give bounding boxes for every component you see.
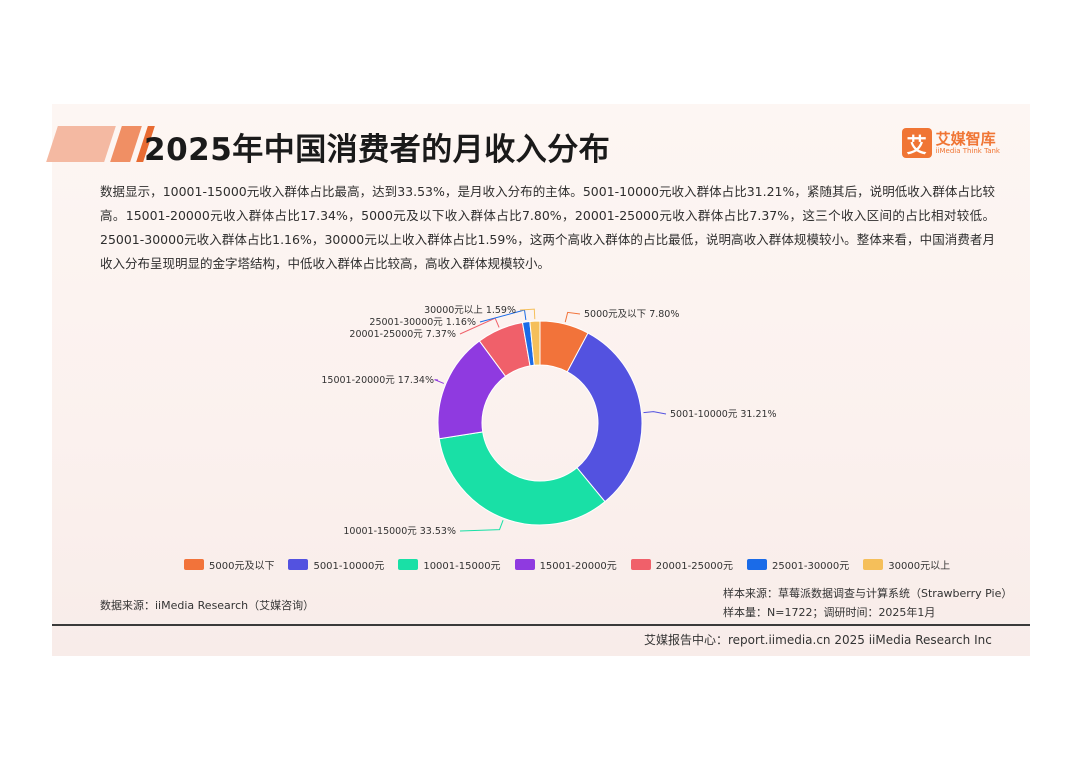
legend-swatch xyxy=(630,559,651,570)
footer-divider xyxy=(52,624,1030,626)
legend-item: 20001-25000元 xyxy=(630,557,734,572)
legend-swatch xyxy=(184,559,204,570)
data-label: 5001-10000元 31.21% xyxy=(670,409,777,420)
label-leader-line xyxy=(434,379,445,384)
legend-item: 25001-30000元 xyxy=(747,557,849,572)
legend-item: 30000元以上 xyxy=(863,557,950,572)
legend-label: 5001-10000元 xyxy=(313,561,385,572)
logo-subtitle: iiMedia Think Tank xyxy=(935,146,1000,155)
legend-label: 30000元以上 xyxy=(888,561,951,572)
donut-slice xyxy=(566,332,643,503)
legend-label: 15001-20000元 xyxy=(539,561,617,572)
label-leader-line xyxy=(564,311,581,323)
data-label: 20001-25000元 7.37% xyxy=(349,329,456,340)
logo-name: 艾媒智库 xyxy=(935,129,996,148)
donut-slice xyxy=(529,320,541,366)
logo-icon: 艾 xyxy=(901,128,932,158)
legend-item: 5001-10000元 xyxy=(288,557,384,572)
logo-text: 艾媒智库 iiMedia Think Tank xyxy=(936,131,1000,156)
data-label: 5000元及以下 7.80% xyxy=(584,309,679,320)
sample-info: 样本来源：草莓派数据调查与计算系统（Strawberry Pie） 样本量：N=… xyxy=(723,584,1012,622)
report-slide: 2025年中国消费者的月收入分布 艾 艾媒智库 iiMedia Think Ta… xyxy=(46,104,1030,656)
brand-logo: 艾 艾媒智库 iiMedia Think Tank xyxy=(901,128,1000,158)
data-label: 30000元以上 1.59% xyxy=(424,305,516,316)
label-leader-line xyxy=(519,308,536,320)
legend-swatch xyxy=(863,559,884,570)
chart-legend: 5000元及以下 5001-10000元 10001-15000元 15001-200… xyxy=(184,557,950,572)
legend-swatch xyxy=(747,559,768,570)
footer-text: 艾媒报告中心：report.iimedia.cn 2025 iiMedia Re… xyxy=(644,633,992,647)
legend-label: 25001-30000元 xyxy=(772,561,850,572)
data-label: 25001-30000元 1.16% xyxy=(369,317,476,328)
legend-label: 10001-15000元 xyxy=(423,561,501,572)
donut-chart: 5000元及以下 7.80% 5001-10000元 31.21% 10001-15… xyxy=(321,305,777,537)
label-leader-line xyxy=(459,520,504,532)
data-label: 10001-15000元 33.53% xyxy=(343,526,456,537)
legend-item: 15001-20000元 xyxy=(514,557,617,572)
donut-slice xyxy=(438,431,606,526)
sample-size: 样本量：N=1722；调研时间：2025年1月 xyxy=(723,606,936,619)
data-label: 15001-20000元 17.34% xyxy=(321,375,434,386)
legend-swatch xyxy=(514,559,535,570)
legend-label: 20001-25000元 xyxy=(655,561,734,572)
page-title: 2025年中国消费者的月收入分布 xyxy=(144,132,611,168)
legend-swatch xyxy=(288,559,309,570)
data-source: 数据来源：iiMedia Research（艾媒咨询） xyxy=(100,599,315,612)
legend-label: 5000元及以下 xyxy=(209,561,275,572)
legend-item: 10001-15000元 xyxy=(398,557,501,572)
description-text: 数据显示，10001-15000元收入群体占比最高，达到33.53%，是月收入分… xyxy=(100,184,995,271)
legend-item: 5000元及以下 xyxy=(184,557,274,572)
label-leader-line xyxy=(643,411,667,415)
sample-source: 样本来源：草莓派数据调查与计算系统（Strawberry Pie） xyxy=(723,587,1013,600)
legend-swatch xyxy=(398,559,419,570)
